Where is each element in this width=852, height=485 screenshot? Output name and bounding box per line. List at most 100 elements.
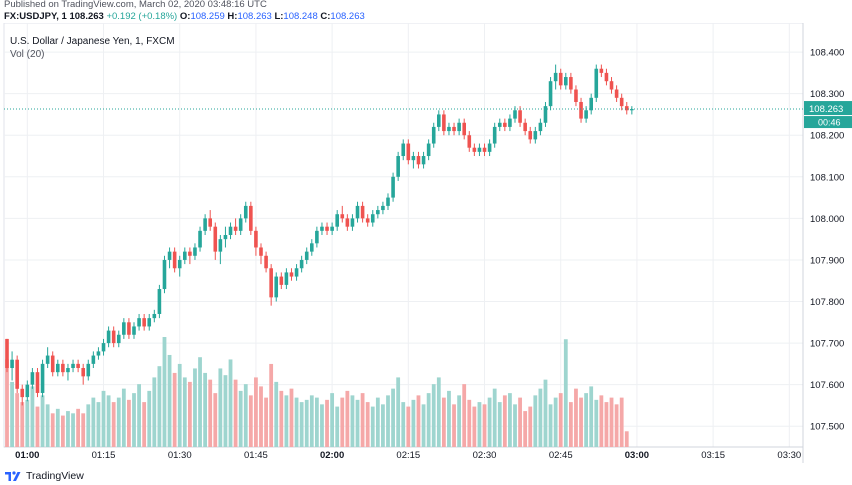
candle-body <box>365 218 370 223</box>
volume-legend: Vol (20) <box>10 49 45 60</box>
volume-bar <box>609 397 614 447</box>
volume-bar <box>111 402 116 447</box>
candle-body <box>350 218 355 227</box>
candle-body <box>177 259 182 269</box>
candle-body <box>442 114 446 132</box>
candle-body <box>457 122 461 132</box>
candle-body <box>198 230 202 248</box>
candle-body <box>167 251 172 260</box>
volume-bar <box>5 359 9 447</box>
candle-body <box>279 276 284 285</box>
volume-bar <box>599 395 604 447</box>
volume-bar <box>86 404 91 447</box>
candle-body <box>360 205 365 219</box>
volume-bar <box>172 372 177 447</box>
candle-body <box>172 251 177 269</box>
volume-bar <box>325 399 329 447</box>
volume-bar <box>431 384 436 447</box>
volume-bar <box>487 397 492 447</box>
volume-bar <box>386 395 390 447</box>
volume-bar <box>452 404 456 447</box>
volume-bar <box>40 395 45 447</box>
brand-label: TradingView <box>26 470 84 482</box>
volume-bar <box>457 395 462 447</box>
candle-body <box>599 68 604 73</box>
volume-bar <box>320 404 324 447</box>
x-tick-label: 01:00 <box>15 450 39 461</box>
candle-body <box>96 351 101 356</box>
volume-bar <box>553 397 558 447</box>
chart-area[interactable]: 108.400 108.300 108.200 108.100 108.000 107.9… <box>0 22 852 463</box>
high-value: 108.263 <box>237 11 272 22</box>
volume-bar <box>218 368 223 447</box>
x-tick-label: 03:00 <box>625 450 649 461</box>
volume-bar <box>157 366 162 447</box>
candle-body <box>20 388 25 398</box>
price-chart[interactable]: 108.400 108.300 108.200 108.100 108.000 107.9… <box>0 22 852 463</box>
candle-body <box>609 81 614 90</box>
volume-bar <box>574 388 578 447</box>
candle-body <box>137 318 141 327</box>
candle-body <box>589 97 593 111</box>
y-tick-label: 107.500 <box>810 422 844 433</box>
volume-bar <box>421 404 426 447</box>
volume-bar <box>508 393 512 447</box>
y-tick-label: 107.700 <box>810 339 844 350</box>
volume-bar <box>294 397 299 447</box>
candle-body <box>116 334 121 344</box>
volume-bar <box>568 402 573 447</box>
volume-bar <box>238 390 243 447</box>
candle-body <box>228 226 233 235</box>
candle-body <box>497 122 502 127</box>
last-price-tag <box>804 101 852 116</box>
candle-body <box>624 106 629 111</box>
volume-bar <box>284 395 289 447</box>
candle-body <box>355 205 360 219</box>
volume-bar <box>381 404 385 447</box>
volume-bar <box>274 381 279 447</box>
candle-body <box>630 109 634 111</box>
candle-body <box>188 251 192 256</box>
x-tick-label: 03:30 <box>777 450 801 461</box>
volume-bar <box>579 397 583 447</box>
y-tick-label: 108.400 <box>810 48 844 59</box>
candle-body <box>396 156 400 177</box>
volume-bar <box>563 339 568 447</box>
volume-bar <box>213 393 218 447</box>
published-text: Published on TradingView.com, March 02, … <box>4 0 267 10</box>
tradingview-logo-icon <box>5 471 21 481</box>
candle-body <box>213 226 218 252</box>
candle-body <box>249 205 253 231</box>
high-label: H: <box>227 11 238 22</box>
volume-bar <box>30 386 35 447</box>
candle-body <box>40 363 45 393</box>
volume-bar <box>482 404 487 447</box>
volume-bar <box>370 406 375 447</box>
candle-body <box>91 355 96 364</box>
volume-bar <box>350 395 355 447</box>
volume-bar <box>167 354 172 447</box>
candle-body <box>594 68 599 98</box>
volume-bar <box>497 402 502 447</box>
candle-body <box>269 268 273 298</box>
volume-bar <box>254 377 258 447</box>
volume-bar <box>264 397 268 447</box>
volume-bar <box>472 406 477 447</box>
volume-bar <box>538 388 543 447</box>
candle-body <box>320 226 324 231</box>
volume-bar <box>441 397 446 447</box>
volume-bar <box>558 393 563 447</box>
volume-bar <box>624 431 629 447</box>
volume-bar <box>619 397 624 447</box>
candle-body <box>538 122 543 132</box>
candle-body <box>30 372 35 385</box>
open-value: 108.259 <box>190 11 225 22</box>
candle-body <box>558 72 563 86</box>
candle-body <box>513 110 517 119</box>
volume-bar <box>340 397 345 447</box>
volume-bar <box>462 384 467 447</box>
volume-bar <box>269 363 274 447</box>
volume-bar <box>304 399 309 447</box>
candle-body <box>614 89 619 98</box>
volume-bar <box>76 408 81 447</box>
